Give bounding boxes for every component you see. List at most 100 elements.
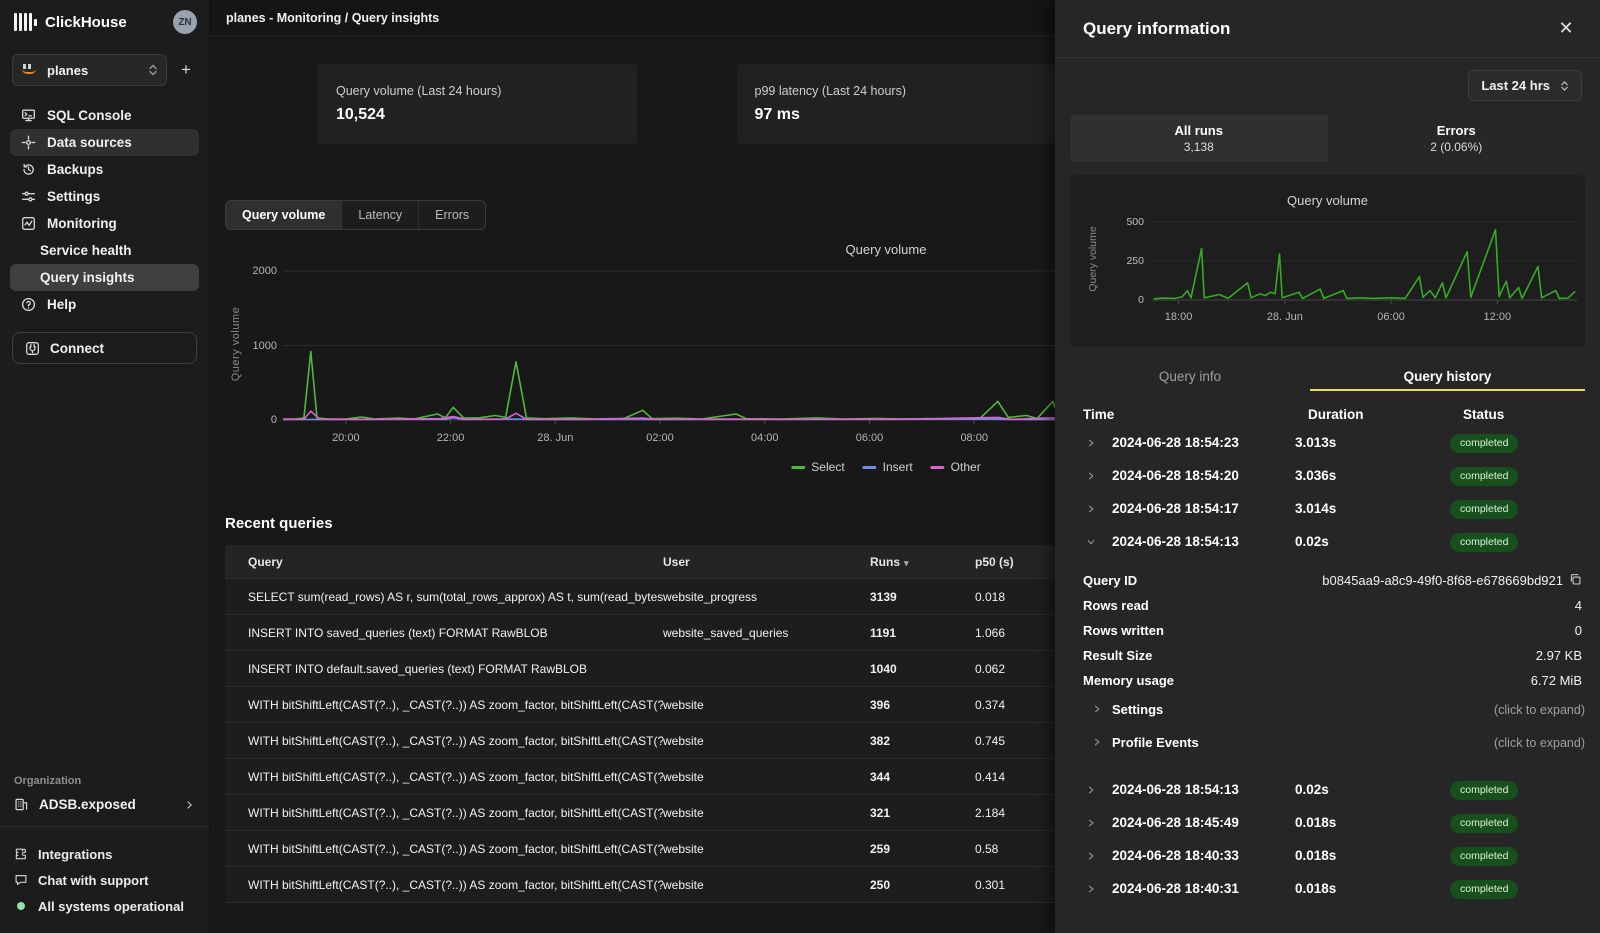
- table-row[interactable]: INSERT INTO default.saved_queries (text)…: [225, 651, 1055, 687]
- status-badge: completed: [1450, 467, 1518, 486]
- tab-query-volume[interactable]: Query volume: [226, 201, 342, 229]
- table-row[interactable]: WITH bitShiftLeft(CAST(?..), _CAST(?..))…: [225, 795, 1055, 831]
- status-badge: completed: [1450, 434, 1518, 453]
- tab-errors[interactable]: Errors: [419, 201, 485, 229]
- legend-label: Select: [811, 460, 844, 474]
- chevron-right-icon[interactable]: [1070, 438, 1112, 448]
- table-row[interactable]: WITH bitShiftLeft(CAST(?..), _CAST(?..))…: [225, 831, 1055, 867]
- segment-errors[interactable]: Errors2 (0.06%): [1328, 115, 1586, 162]
- history-row[interactable]: 2024-06-28 18:40:330.018scompleted: [1070, 839, 1585, 872]
- history-time: 2024-06-28 18:40:33: [1112, 848, 1295, 863]
- table-row[interactable]: WITH bitShiftLeft(CAST(?..), _CAST(?..))…: [225, 687, 1055, 723]
- sidebar-item-service-health[interactable]: Service health: [10, 237, 199, 264]
- panel-tab-query-info[interactable]: Query info: [1070, 363, 1310, 391]
- organization-row[interactable]: ADSB.exposed: [12, 795, 197, 826]
- panel-tab-query-history[interactable]: Query history: [1310, 363, 1585, 391]
- sidebar-item-label: Query insights: [40, 270, 135, 285]
- chevron-right-icon: [183, 799, 195, 811]
- expandable-profile-events[interactable]: Profile Events(click to expand): [1070, 726, 1585, 759]
- detail-row-memory-usage: Memory usage6.72 MiB: [1083, 668, 1582, 693]
- history-row[interactable]: 2024-06-28 18:54:233.013scompleted: [1070, 426, 1585, 459]
- sidebar-item-query-insights[interactable]: Query insights: [10, 264, 199, 291]
- detail-label: Memory usage: [1083, 673, 1531, 688]
- history-time: 2024-06-28 18:54:23: [1112, 435, 1295, 450]
- footer-item-all-systems-operational[interactable]: All systems operational: [12, 893, 197, 919]
- sidebar-item-label: Help: [47, 297, 76, 312]
- expandable-settings[interactable]: Settings(click to expand): [1070, 693, 1585, 726]
- chevron-right-icon[interactable]: [1070, 884, 1112, 894]
- column-header-user[interactable]: User: [663, 555, 870, 569]
- table-row[interactable]: SELECT sum(read_rows) AS r, sum(total_ro…: [225, 579, 1055, 615]
- connect-button[interactable]: Connect: [12, 332, 197, 364]
- legend-item-select[interactable]: Select: [791, 460, 844, 474]
- expand-hint: (click to expand): [1494, 736, 1585, 750]
- history-duration: 0.018s: [1295, 881, 1450, 896]
- detail-value: b0845aa9-a8c9-49f0-8f68-e678669bd921: [1322, 573, 1582, 589]
- status-cell: completed: [1450, 846, 1585, 866]
- column-header-runs[interactable]: Runs▾: [870, 555, 975, 569]
- status-cell: completed: [1450, 466, 1585, 486]
- history-duration: 0.018s: [1295, 815, 1450, 830]
- sidebar-item-settings[interactable]: Settings: [10, 183, 199, 210]
- tab-latency[interactable]: Latency: [342, 201, 419, 229]
- cell-user: website: [663, 734, 870, 748]
- column-header-query[interactable]: Query: [248, 555, 663, 569]
- stat-label: p99 latency (Last 24 hours): [755, 84, 1038, 98]
- history-row[interactable]: 2024-06-28 18:40:310.018scompleted: [1070, 872, 1585, 905]
- sidebar-item-data-sources[interactable]: Data sources: [10, 129, 199, 156]
- history-duration: 3.013s: [1295, 435, 1450, 450]
- service-select[interactable]: planes: [12, 54, 167, 86]
- history-more-rows: 2024-06-28 18:54:130.02scompleted2024-06…: [1070, 773, 1585, 905]
- cell-user: website_saved_queries: [663, 626, 870, 640]
- cell-p50: 0.018: [975, 590, 1055, 604]
- sidebar-item-sql-console[interactable]: SQL Console: [10, 102, 199, 129]
- legend-item-insert[interactable]: Insert: [863, 460, 913, 474]
- x-tick-label: 02:00: [646, 432, 674, 444]
- footer-item-integrations[interactable]: Integrations: [12, 841, 197, 867]
- legend-item-other[interactable]: Other: [931, 460, 981, 474]
- add-service-button[interactable]: +: [175, 60, 197, 80]
- segment-all-runs[interactable]: All runs3,138: [1070, 115, 1328, 162]
- legend-marker: [931, 466, 945, 469]
- cell-user: website: [663, 806, 870, 820]
- user-avatar[interactable]: ZN: [173, 10, 197, 34]
- footer-item-chat-with-support[interactable]: Chat with support: [12, 867, 197, 893]
- chevron-right-icon[interactable]: [1070, 504, 1112, 514]
- history-duration: 0.02s: [1295, 782, 1450, 797]
- sidebar-item-backups[interactable]: Backups: [10, 156, 199, 183]
- chevron-right-icon[interactable]: [1070, 851, 1112, 861]
- x-tick-label: 06:00: [856, 432, 884, 444]
- close-icon[interactable]: ✕: [1554, 18, 1578, 39]
- stat-value: 97 ms: [755, 106, 1038, 124]
- history-row[interactable]: 2024-06-28 18:54:130.02scompleted: [1070, 773, 1585, 806]
- table-row[interactable]: WITH bitShiftLeft(CAST(?..), _CAST(?..))…: [225, 723, 1055, 759]
- chevron-down-icon[interactable]: [1070, 537, 1112, 547]
- cell-user: website: [663, 842, 870, 856]
- history-row[interactable]: 2024-06-28 18:54:173.014scompleted: [1070, 492, 1585, 525]
- chevron-right-icon[interactable]: [1070, 471, 1112, 481]
- cell-p50: 0.745: [975, 734, 1055, 748]
- breadcrumb: planes - Monitoring / Query insights: [226, 11, 439, 25]
- history-row[interactable]: 2024-06-28 18:54:130.02scompleted: [1070, 525, 1585, 558]
- status-badge: completed: [1450, 814, 1518, 833]
- sidebar-item-monitoring[interactable]: Monitoring: [10, 210, 199, 237]
- table-row[interactable]: WITH bitShiftLeft(CAST(?..), _CAST(?..))…: [225, 867, 1055, 903]
- table-row[interactable]: INSERT INTO saved_queries (text) FORMAT …: [225, 615, 1055, 651]
- chevron-right-icon[interactable]: [1070, 818, 1112, 828]
- cell-runs: 382: [870, 734, 975, 748]
- organization-label: Organization: [12, 775, 197, 795]
- history-row[interactable]: 2024-06-28 18:54:203.036scompleted: [1070, 459, 1585, 492]
- chevron-right-icon[interactable]: [1070, 785, 1112, 795]
- table-row[interactable]: WITH bitShiftLeft(CAST(?..), _CAST(?..))…: [225, 759, 1055, 795]
- sidebar-item-help[interactable]: Help: [10, 291, 199, 318]
- recent-queries-title: Recent queries: [225, 515, 333, 532]
- history-row[interactable]: 2024-06-28 18:45:490.018scompleted: [1070, 806, 1585, 839]
- settings-icon: [20, 189, 36, 205]
- status-badge: completed: [1450, 533, 1518, 552]
- column-header-p50-s[interactable]: p50 (s): [975, 555, 1055, 569]
- cell-p50: 1.066: [975, 626, 1055, 640]
- time-range-select[interactable]: Last 24 hrs: [1468, 70, 1582, 101]
- footer-item-label: Chat with support: [38, 873, 149, 888]
- copy-icon[interactable]: [1569, 573, 1582, 589]
- history-column-status: Status: [1463, 407, 1585, 422]
